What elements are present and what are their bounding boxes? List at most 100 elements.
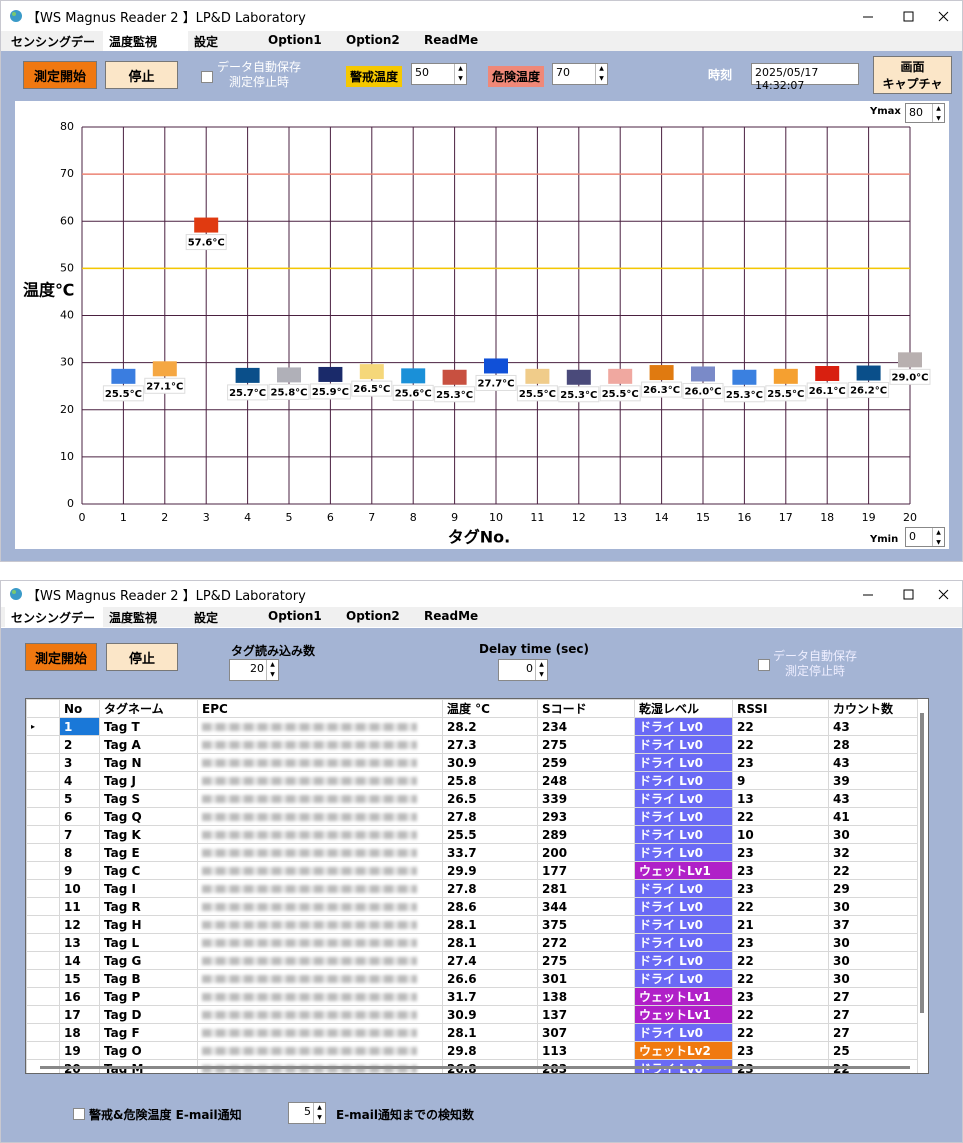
cell: 16 xyxy=(59,987,100,1006)
table-row[interactable]: 5 Tag S 26.5 339 ドライ Lv0 13 43 xyxy=(26,789,918,808)
scrollbar[interactable] xyxy=(920,713,924,1013)
cell: 26.5 xyxy=(442,789,538,808)
table-row[interactable]: 10 Tag I 27.8 281 ドライ Lv0 23 29 xyxy=(26,879,918,898)
danger-input[interactable]: 70 ▲ ▼ xyxy=(552,63,608,85)
tab[interactable]: Option2 xyxy=(346,609,400,623)
bar xyxy=(773,368,798,384)
table-row[interactable]: 12 Tag H 28.1 375 ドライ Lv0 21 37 xyxy=(26,915,918,934)
epc-cell xyxy=(197,1023,443,1042)
tab[interactable]: 設定 xyxy=(194,35,219,49)
table-row[interactable]: 8 Tag E 33.7 200 ドライ Lv0 23 32 xyxy=(26,843,918,862)
ymin-input[interactable]: 0 ▲ ▼ xyxy=(905,527,945,547)
row-header xyxy=(26,969,60,988)
capture-button[interactable]: 画面 キャプチャ xyxy=(873,56,952,94)
ymin-label: Ymin xyxy=(869,534,898,545)
stop-button[interactable]: 停止 xyxy=(105,61,178,89)
autosave-label: データ自動保存 測定停止時 xyxy=(217,60,301,90)
tab[interactable]: 温度監視 xyxy=(109,611,158,625)
cell: 30 xyxy=(828,897,918,916)
cell: 30.9 xyxy=(442,753,538,772)
cell: 30 xyxy=(828,969,918,988)
tab[interactable]: 温度監視 xyxy=(103,31,188,51)
blurred-epc xyxy=(202,722,417,731)
tab[interactable]: センシングデータ xyxy=(11,35,96,66)
spinner[interactable]: ▲ ▼ xyxy=(595,64,607,84)
window-controls[interactable] xyxy=(851,7,961,27)
email-count-input[interactable]: 5 ▲ ▼ xyxy=(288,1102,326,1124)
blurred-epc xyxy=(202,1046,417,1055)
table-row[interactable]: 3 Tag N 30.9 259 ドライ Lv0 23 43 xyxy=(26,753,918,772)
data-table: No タグネーム EPC 温度 °C Sコード 乾湿レベル RSSI カウント数 ▸ 1 Tag T… xyxy=(26,699,918,1073)
label-box xyxy=(723,386,765,403)
read-input[interactable]: 20 ▲ ▼ xyxy=(229,659,279,681)
cell: Tag G xyxy=(99,951,198,970)
table-row[interactable]: 16 Tag P 31.7 138 ウェットLv1 23 27 xyxy=(26,987,918,1006)
table-row[interactable]: 2 Tag A 27.3 275 ドライ Lv0 22 28 xyxy=(26,735,918,754)
checkbox[interactable] xyxy=(201,71,213,83)
tab[interactable]: Option1 xyxy=(268,33,322,47)
spinner[interactable]: ▲ ▼ xyxy=(266,660,278,680)
table-row[interactable]: 19 Tag O 29.8 113 ウェットLv2 23 25 xyxy=(26,1041,918,1060)
table-row[interactable]: 9 Tag C 29.9 177 ウェットLv1 23 22 xyxy=(26,861,918,880)
epc-cell xyxy=(197,969,443,988)
table-row[interactable]: 18 Tag F 28.1 307 ドライ Lv0 22 27 xyxy=(26,1023,918,1042)
tab[interactable]: Option1 xyxy=(268,609,322,623)
label-box xyxy=(102,385,144,402)
spinner[interactable]: ▲ ▼ xyxy=(932,104,944,122)
cell: 22 xyxy=(732,951,829,970)
cell: 41 xyxy=(828,807,918,826)
cell: 289 xyxy=(537,825,635,844)
epc-cell xyxy=(197,915,443,934)
table-row[interactable]: ▸ 1 Tag T 28.2 234 ドライ Lv0 22 43 xyxy=(26,717,918,736)
label-box xyxy=(599,385,641,402)
blurred-epc xyxy=(202,902,417,911)
scrollbar[interactable] xyxy=(40,1066,910,1069)
ymax-input[interactable]: 80 ▲ ▼ xyxy=(905,103,945,123)
delay-input[interactable]: 0 ▲ ▼ xyxy=(498,659,548,681)
spinner[interactable]: ▲ ▼ xyxy=(932,528,944,546)
table-row[interactable]: 6 Tag Q 27.8 293 ドライ Lv0 22 41 xyxy=(26,807,918,826)
table-row[interactable]: 4 Tag J 25.8 248 ドライ Lv0 9 39 xyxy=(26,771,918,790)
cell: 22 xyxy=(732,1023,829,1042)
cell: ドライ Lv0 xyxy=(634,735,733,754)
table-row[interactable]: 7 Tag K 25.5 289 ドライ Lv0 10 30 xyxy=(26,825,918,844)
cell: 33.7 xyxy=(442,843,538,862)
stop-button[interactable]: 停止 xyxy=(106,643,178,671)
cell: 9 xyxy=(732,771,829,790)
cell: 17 xyxy=(59,1005,100,1024)
tab[interactable]: ReadMe xyxy=(424,33,479,47)
cell: 13 xyxy=(59,933,100,952)
start-button[interactable]: 測定開始 xyxy=(23,61,97,89)
cell: 29 xyxy=(828,879,918,898)
table-row[interactable]: 17 Tag D 30.9 137 ウェットLv1 22 27 xyxy=(26,1005,918,1024)
table-row[interactable]: 13 Tag L 28.1 272 ドライ Lv0 23 30 xyxy=(26,933,918,952)
spinner[interactable]: ▲ ▼ xyxy=(313,1103,325,1123)
warning-label: 警戒温度 xyxy=(346,66,403,87)
table-row[interactable]: 14 Tag G 27.4 275 ドライ Lv0 22 30 xyxy=(26,951,918,970)
app-icon xyxy=(10,588,22,600)
row-header xyxy=(26,825,60,844)
epc-cell xyxy=(197,1041,443,1060)
tab[interactable]: ReadMe xyxy=(424,609,479,623)
tab[interactable]: Option2 xyxy=(346,33,400,47)
autosave-label: データ自動保存 測定停止時 xyxy=(773,649,857,679)
autosave-line: データ自動保存 xyxy=(217,60,302,74)
tab[interactable]: センシングデータ xyxy=(5,607,103,642)
cell: 30.9 xyxy=(442,1005,538,1024)
column-header: タグネーム xyxy=(99,699,198,718)
table-row[interactable]: 15 Tag B 26.6 301 ドライ Lv0 22 30 xyxy=(26,969,918,988)
bar xyxy=(898,352,922,368)
start-button[interactable]: 測定開始 xyxy=(25,643,97,671)
tab[interactable]: 設定 xyxy=(194,611,219,625)
checkbox[interactable] xyxy=(73,1108,85,1120)
table-row[interactable]: 11 Tag R 28.6 344 ドライ Lv0 22 30 xyxy=(26,897,918,916)
window-controls[interactable] xyxy=(851,585,961,605)
spinner[interactable]: ▲ ▼ xyxy=(535,660,547,680)
spinner[interactable]: ▲ ▼ xyxy=(454,64,466,84)
cell: 9 xyxy=(59,861,100,880)
checkbox[interactable] xyxy=(758,659,770,671)
cell: 28.1 xyxy=(442,1023,538,1042)
warning-input[interactable]: 50 ▲ ▼ xyxy=(411,63,467,85)
cell: ドライ Lv0 xyxy=(634,951,733,970)
value-label: 25.6°C xyxy=(395,388,432,399)
